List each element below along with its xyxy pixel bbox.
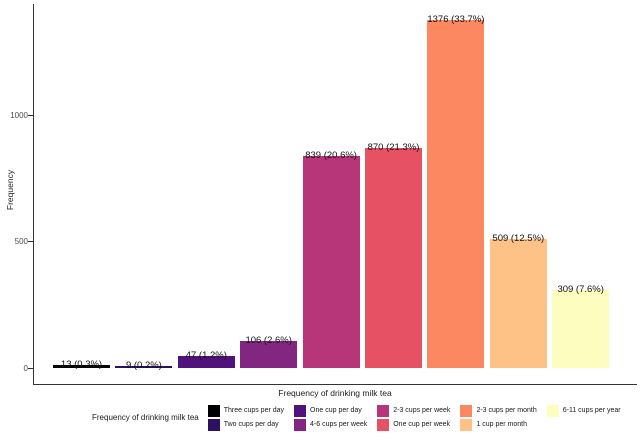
legend-title: Frequency of drinking milk tea [92,413,199,422]
y-tick-mark [28,241,33,243]
legend-column: Three cups per day Two cups per day [207,404,285,431]
legend-label: Three cups per day [223,407,285,414]
y-tick-label: 500 [14,237,28,247]
legend-swatch [460,418,473,431]
legend-label: Two cups per day [223,421,279,428]
y-tick-label: 1000 [10,110,28,120]
y-axis-title: Frequency [5,169,15,211]
bar-value-label: 9 (0.2%) [125,359,162,371]
bar-one-cup-per-day [177,356,235,368]
legend-swatch [294,404,307,417]
legend-label: One cup per day [310,407,362,414]
y-tick-mark [28,114,33,116]
bar-value-label: 1376 (33.7%) [427,14,485,26]
bar-two-cups-per-day [115,365,173,368]
bar-4-6-cups-per-week [240,341,298,368]
legend-column: 2-3 cups per week One cup per week [377,404,450,431]
legend-swatch [460,404,473,417]
legend-label: 6-11 cups per year [562,407,621,414]
bar-6-11-cups-per-year [552,289,610,368]
x-axis-title: Frequency of drinking milk tea [278,388,392,398]
bar-value-label: 106 (2.6%) [245,335,292,347]
bar-value-label: 13 (0.3%) [60,358,103,370]
bar-value-label: 870 (21.3%) [367,142,420,154]
legend-entry: Two cups per day [207,418,284,431]
y-tick-label: 0 [23,363,28,373]
legend-label: 4-6 cups per week [310,421,368,428]
bar-value-label: 47 (1.2%) [185,350,227,362]
legend-swatch [377,418,390,431]
legend-label: 2-3 cups per week [393,407,451,414]
x-axis-line [33,384,637,385]
bar-value-label: 309 (7.6%) [557,283,604,295]
bar-three-cups-per-day [53,364,110,368]
y-tick-mark [28,367,33,369]
legend-entry: One cup per day [294,404,367,417]
legend-swatch [377,404,390,417]
bar-one-cup-per-week [365,148,422,368]
legend-entry: Three cups per day [207,404,285,417]
legend-column: One cup per day 4-6 cups per week [294,404,367,431]
legend-entry: 1 cup per month [460,418,536,431]
legend-column: 6-11 cups per year [546,404,621,431]
legend: Frequency of drinking milk tea Three cup… [92,404,631,431]
legend-label: 2-3 cups per month [476,407,537,414]
legend-label: One cup per week [393,421,451,428]
legend-entries: Three cups per day Two cups per day One cu… [207,404,631,431]
y-axis-line [33,4,34,385]
legend-entry: 4-6 cups per week [294,418,367,431]
bar-value-label: 509 (12.5%) [492,233,545,245]
legend-entry: 2-3 cups per week [377,404,450,417]
legend-column: 2-3 cups per month 1 cup per month [460,404,537,431]
legend-label: 1 cup per month [476,421,528,428]
bar-2-3-cups-per-week [302,155,360,368]
bar-1-cup-per-month [489,239,547,368]
legend-swatch [207,418,220,431]
legend-swatch [294,418,307,431]
legend-entry: One cup per week [377,418,450,431]
legend-swatch [207,404,220,417]
bar-value-label: 839 (20.6%) [305,149,357,161]
legend-entry: 2-3 cups per month [460,404,537,417]
legend-entry: 6-11 cups per year [546,404,621,417]
legend-swatch [546,404,559,417]
bar-2-3-cups-per-month [427,20,485,368]
